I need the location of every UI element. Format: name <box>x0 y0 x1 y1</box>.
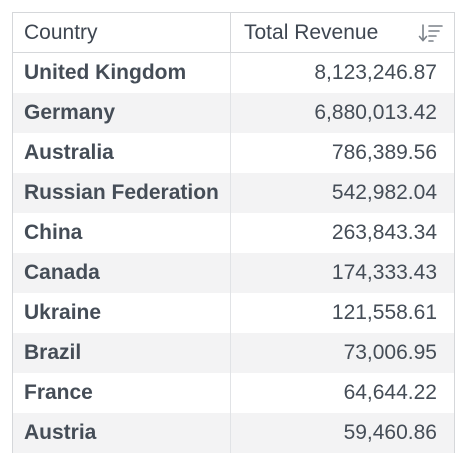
cell-country: Ukraine <box>13 293 231 333</box>
table-row: Australia 786,389.56 <box>13 133 454 173</box>
table-row: Germany 6,880,013.42 <box>13 93 454 133</box>
cell-revenue: 6,880,013.42 <box>314 101 437 124</box>
cell-revenue: 8,123,246.87 <box>314 61 437 84</box>
cell-revenue: 121,558.61 <box>331 301 437 324</box>
table-row: Canada 174,333.43 <box>13 253 454 293</box>
cell-country: Australia <box>13 133 231 173</box>
cell-revenue: 64,644.22 <box>343 381 437 404</box>
cell-country: China <box>13 213 231 253</box>
table-row: France 64,644.22 <box>13 373 454 413</box>
cell-country: France <box>13 373 231 413</box>
table-row: United Kingdom 8,123,246.87 <box>13 53 454 93</box>
column-header-revenue[interactable]: Total Revenue <box>231 13 454 52</box>
table-row: China 263,843.34 <box>13 213 454 253</box>
table-row: Brazil 73,006.95 <box>13 333 454 373</box>
cell-country: United Kingdom <box>13 53 231 93</box>
cell-revenue: 73,006.95 <box>343 341 437 364</box>
column-header-revenue-label: Total Revenue <box>244 20 379 44</box>
cell-revenue: 263,843.34 <box>331 221 437 244</box>
cell-country: Germany <box>13 93 231 133</box>
table-body: United Kingdom 8,123,246.87 Germany 6,880,0… <box>13 53 454 453</box>
revenue-table: Country Total Revenue United Kingdom 8,12… <box>12 12 455 453</box>
column-header-country[interactable]: Country <box>13 13 231 52</box>
column-header-country-label: Country <box>24 20 98 44</box>
table-header-row: Country Total Revenue <box>13 13 454 53</box>
sort-descending-icon[interactable] <box>418 23 444 43</box>
cell-revenue: 786,389.56 <box>331 141 437 164</box>
table-row: Ukraine 121,558.61 <box>13 293 454 333</box>
cell-revenue: 174,333.43 <box>331 261 437 284</box>
table-row: Austria 59,460.86 <box>13 413 454 453</box>
cell-revenue: 59,460.86 <box>343 421 437 444</box>
cell-revenue: 542,982.04 <box>331 181 437 204</box>
cell-country: Russian Federation <box>13 173 231 213</box>
cell-country: Canada <box>13 253 231 293</box>
cell-country: Austria <box>13 413 231 453</box>
cell-country: Brazil <box>13 333 231 373</box>
table-row: Russian Federation 542,982.04 <box>13 173 454 213</box>
